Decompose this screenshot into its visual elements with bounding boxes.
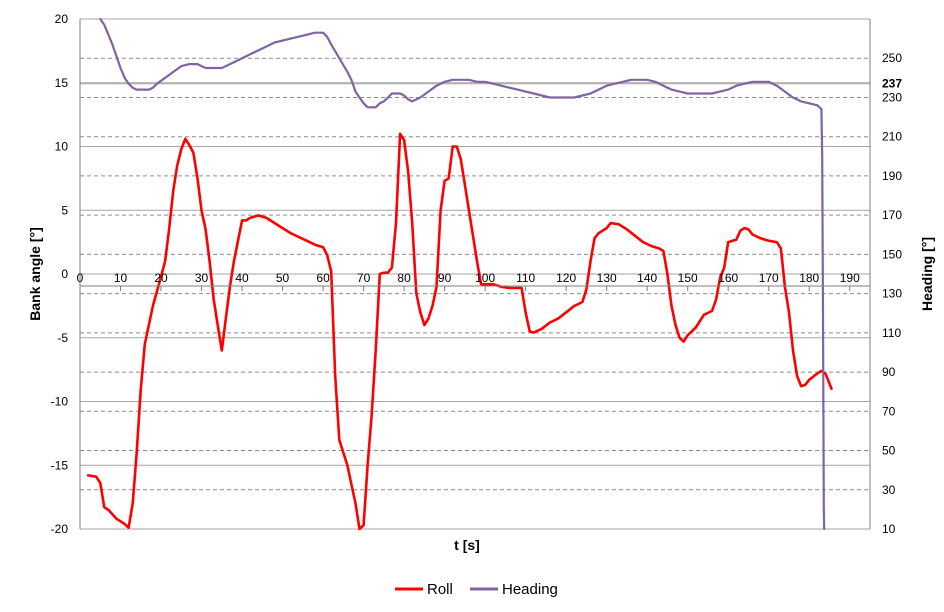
y-right-highlight-label: 237 [882, 77, 902, 91]
y-left-tick-label: 5 [61, 203, 68, 217]
x-tick-label: 10 [114, 271, 128, 285]
x-tick-label: 60 [316, 271, 330, 285]
y-left-tick-label: -20 [51, 522, 69, 536]
y-right-tick-label: 130 [882, 287, 902, 301]
x-tick-label: 190 [840, 271, 860, 285]
x-tick-label: 40 [235, 271, 249, 285]
y-right-tick-label: 30 [882, 483, 896, 497]
x-tick-label: 30 [195, 271, 209, 285]
x-tick-label: 140 [637, 271, 657, 285]
x-tick-label: 120 [556, 271, 576, 285]
y-left-tick-label: 0 [61, 267, 68, 281]
x-tick-label: 110 [516, 271, 535, 285]
y-left-axis-title: Bank angle [°] [27, 227, 43, 321]
x-tick-label: 180 [799, 271, 819, 285]
x-tick-label: 170 [759, 271, 779, 285]
legend-label-heading: Heading [502, 581, 558, 598]
y-right-tick-label: 150 [882, 247, 902, 261]
legend-label-roll: Roll [427, 581, 453, 598]
y-right-tick-label: 230 [882, 90, 902, 104]
y-right-tick-label: 250 [882, 51, 902, 65]
y-left-tick-label: 10 [55, 140, 69, 154]
x-tick-label: 160 [718, 271, 738, 285]
x-tick-label: 130 [597, 271, 617, 285]
x-tick-label: 0 [77, 271, 84, 285]
y-right-tick-label: 70 [882, 404, 896, 418]
x-tick-label: 70 [357, 271, 371, 285]
series-layer [86, 17, 833, 531]
y-right-tick-label: 210 [882, 130, 902, 144]
x-tick-label: 150 [678, 271, 698, 285]
legend: Roll Heading [395, 581, 558, 598]
y-right-tick-label: 50 [882, 444, 896, 458]
y-right-tick-label: 170 [882, 208, 902, 222]
x-tick-label: 80 [397, 271, 411, 285]
y-left-tick-label: -15 [51, 458, 69, 472]
y-right-tick-label: 110 [882, 326, 901, 340]
y-left-tick-label: 20 [55, 12, 69, 26]
series-line-roll [86, 132, 833, 531]
x-tick-label: 90 [438, 271, 452, 285]
x-tick-label: 20 [154, 271, 168, 285]
x-tick-label: 100 [475, 271, 495, 285]
y-right-tick-label: 10 [882, 522, 896, 536]
y-right-tick-label: 90 [882, 365, 896, 379]
y-left-tick-label: -5 [57, 331, 68, 345]
y-left-tick-label: 15 [55, 76, 69, 90]
y-right-axis-title: Heading [°] [919, 237, 935, 311]
y-left-tick-label: -10 [51, 395, 69, 409]
axis-layer: -20 -15 -10 -5 0 5 10 15 20 10 30 50 70 90 110 130 150 17… [51, 12, 903, 536]
x-tick-label: 50 [276, 271, 290, 285]
x-axis-title: t [s] [454, 537, 480, 553]
y-right-tick-label: 190 [882, 169, 902, 183]
series-line-heading [99, 17, 826, 531]
